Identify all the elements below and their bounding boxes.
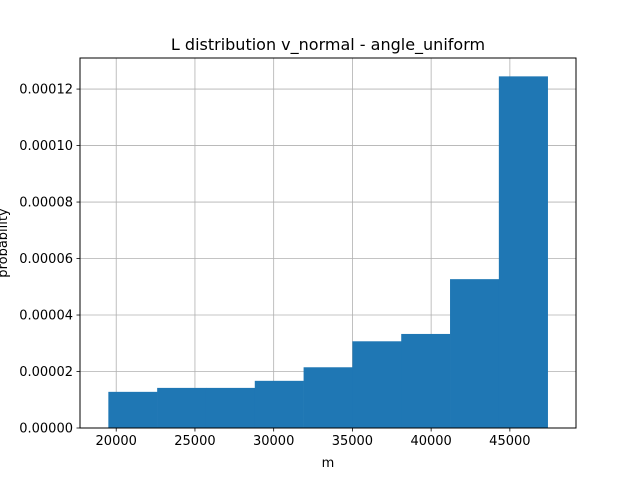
x-tick-label: 25000 [174,434,215,449]
histogram-bar [352,341,402,428]
y-axis-label: probability [0,208,11,278]
y-tick-label: 0.00010 [19,139,73,154]
y-tick-label: 0.00004 [19,309,73,324]
y-tick-label: 0.00002 [19,365,73,380]
y-tick-label: 0.00008 [19,196,73,211]
x-tick-label: 45000 [489,434,530,449]
y-tick-label: 0.00000 [19,422,73,437]
histogram-bar [108,391,158,428]
y-tick-label: 0.00006 [19,252,73,267]
x-tick-label: 40000 [410,434,451,449]
histogram-bar [401,333,451,428]
x-axis-label: m [322,456,335,471]
bars-layer [108,76,548,429]
histogram-bar [303,367,353,428]
plot-frame [79,57,577,429]
x-tick-label: 20000 [96,434,137,449]
histogram-bar [205,387,256,428]
x-tick-label: 30000 [253,434,294,449]
x-tick-label: 35000 [332,434,373,449]
y-axis-ticks: 0.00000 0.00002 0.00004 0.00006 0.00008 0.000… [19,83,80,437]
y-tick-label: 0.00012 [19,83,73,98]
chart-title: L distribution v_normal - angle_uniform [171,35,485,55]
x-axis-ticks: 20000 25000 30000 35000 40000 45000 [96,428,531,449]
histogram-bar [254,380,304,428]
histogram-bar [498,76,548,429]
histogram-bar [450,279,500,428]
histogram-bar [157,387,207,428]
